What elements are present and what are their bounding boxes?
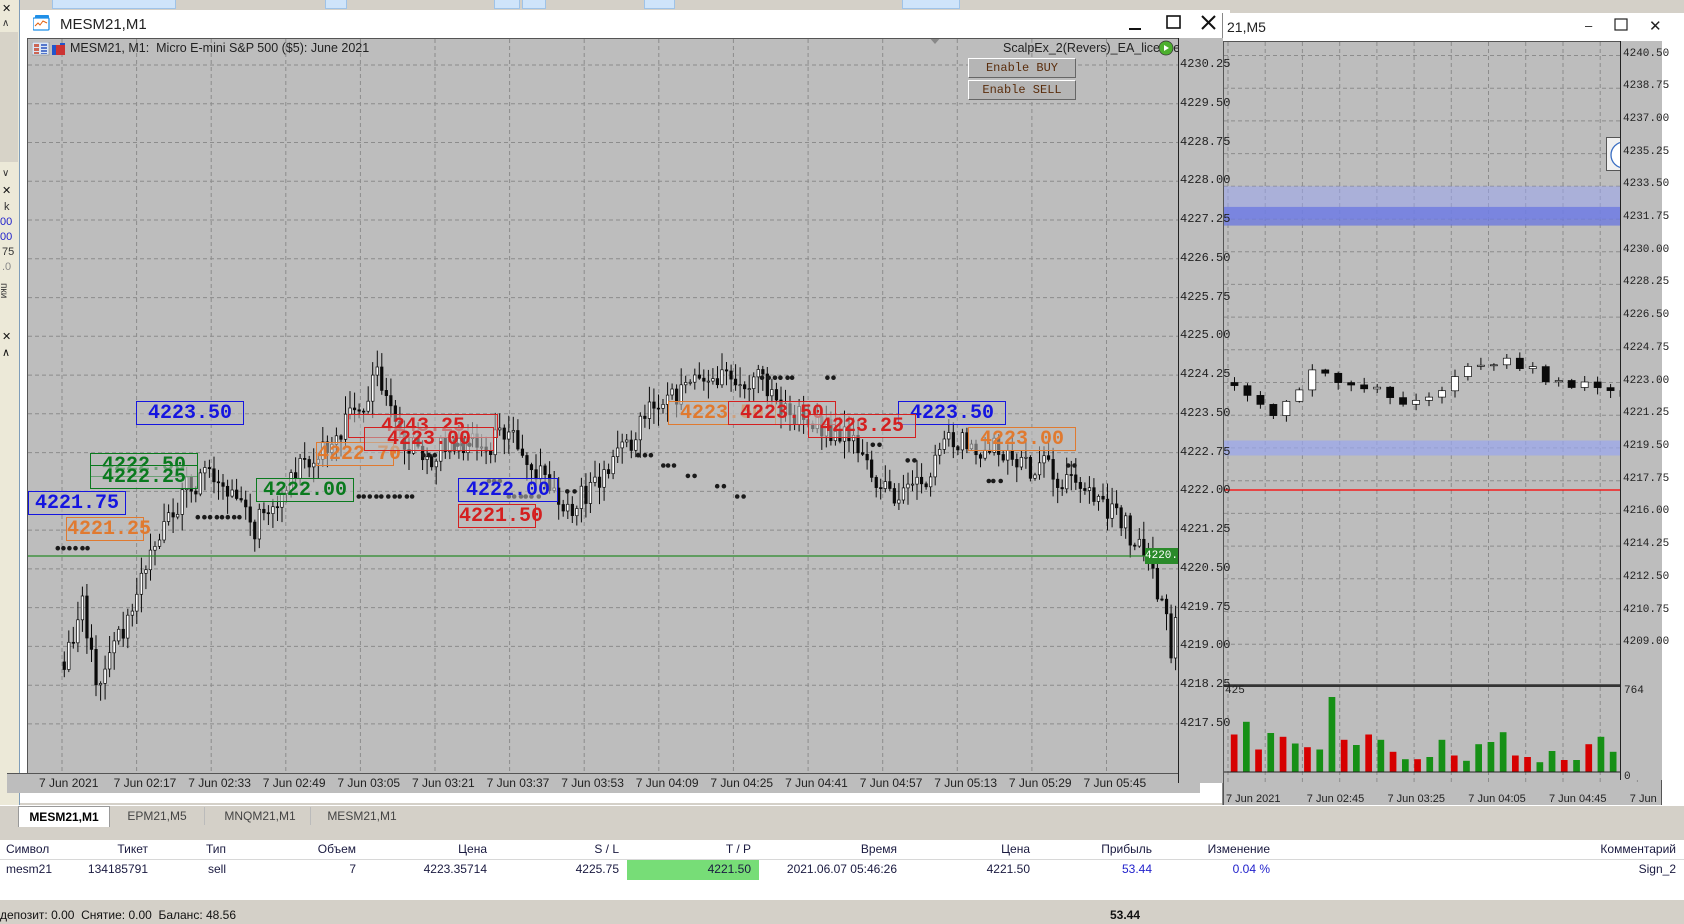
svg-text:✕: ✕ (1649, 18, 1662, 35)
svg-text:–: – (1585, 18, 1593, 33)
